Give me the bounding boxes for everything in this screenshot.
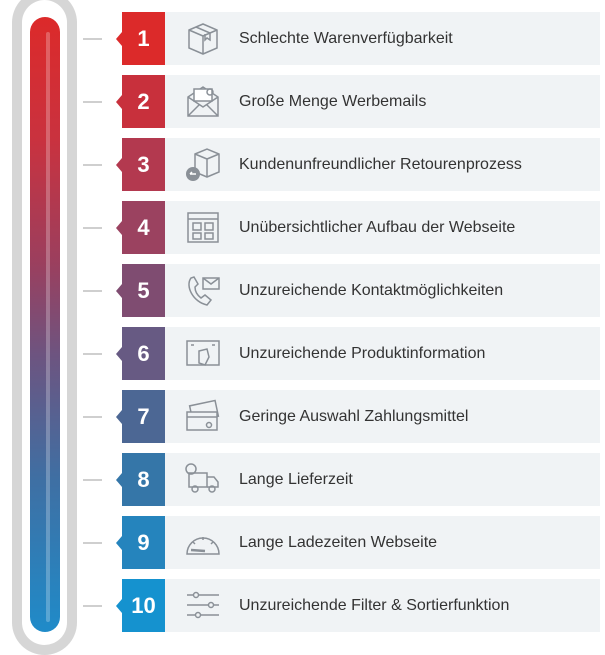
rank-badge: 10 [116, 579, 165, 632]
rank-badge: 7 [116, 390, 165, 443]
tick-mark [83, 479, 102, 481]
thermometer-gradient-bar [30, 17, 60, 632]
rank-badge: 3 [116, 138, 165, 191]
tick-mark [83, 416, 102, 418]
list-item: 2 Große Menge Werbemails [0, 75, 605, 128]
sliders-icon [187, 591, 219, 619]
list-item: 6 Unzureichende Produktinformation [0, 327, 605, 380]
tick-mark [83, 605, 102, 607]
tick-mark [83, 38, 102, 40]
payment-cards-icon [186, 399, 220, 431]
tick-mark [83, 227, 102, 229]
item-label: Unübersichtlicher Aufbau der Webseite [239, 219, 516, 236]
list-item: 7 Geringe Auswahl Zahlungsmittel [0, 390, 605, 443]
delivery-truck-icon [185, 463, 219, 493]
item-label: Lange Ladezeiten Webseite [239, 534, 438, 551]
tick-mark [83, 353, 102, 355]
rank-badge: 9 [116, 516, 165, 569]
list-item: 1 Schlechte Warenverfügbarkeit [0, 12, 605, 65]
item-label: Unzureichende Filter & Sortierfunktion [239, 597, 510, 614]
item-panel: Unzureichende Filter & Sortierfunktion [165, 579, 600, 632]
speedometer-icon [186, 537, 220, 555]
item-panel: Unübersichtlicher Aufbau der Webseite [165, 201, 600, 254]
item-label: Geringe Auswahl Zahlungsmittel [239, 408, 469, 425]
list-item: 10 Unzureichende Filter & Sortierfunktio… [0, 579, 605, 632]
envelope-icon [187, 86, 219, 117]
item-panel: Lange Ladezeiten Webseite [165, 516, 600, 569]
list-item: 3 Kundenunfreundlicher Retourenprozess [0, 138, 605, 191]
item-label: Unzureichende Produktinformation [239, 345, 486, 362]
product-touch-icon [186, 340, 220, 366]
tick-mark [83, 101, 102, 103]
list-item: 9 Lange Ladezeiten Webseite [0, 516, 605, 569]
return-box-icon [186, 148, 220, 181]
website-layout-icon [187, 212, 219, 243]
list-item: 8 Lange Lieferzeit [0, 453, 605, 506]
item-label: Unzureichende Kontaktmöglichkeiten [239, 282, 504, 299]
phone-mail-icon [188, 276, 220, 306]
rank-badge: 2 [116, 75, 165, 128]
item-panel: Schlechte Warenverfügbarkeit [165, 12, 600, 65]
tick-mark [83, 542, 102, 544]
item-label: Schlechte Warenverfügbarkeit [239, 30, 453, 47]
item-panel: Unzureichende Produktinformation [165, 327, 600, 380]
rank-badge: 1 [116, 12, 165, 65]
rank-badge: 8 [116, 453, 165, 506]
rank-badge: 4 [116, 201, 165, 254]
item-label: Lange Lieferzeit [239, 471, 353, 488]
list-item: 4 Unübersichtlicher Aufbau der Webseite [0, 201, 605, 254]
rank-badge: 5 [116, 264, 165, 317]
list-item: 5 Unzureichende Kontaktmöglichkeiten [0, 264, 605, 317]
item-panel: Große Menge Werbemails [165, 75, 600, 128]
item-panel: Unzureichende Kontaktmöglichkeiten [165, 264, 600, 317]
box-icon [188, 23, 218, 55]
tick-mark [83, 290, 102, 292]
rank-badge: 6 [116, 327, 165, 380]
item-label: Große Menge Werbemails [239, 93, 427, 110]
item-panel: Kundenunfreundlicher Retourenprozess [165, 138, 600, 191]
tick-mark [83, 164, 102, 166]
item-panel: Lange Lieferzeit [165, 453, 600, 506]
item-panel: Geringe Auswahl Zahlungsmittel [165, 390, 600, 443]
item-label: Kundenunfreundlicher Retourenprozess [239, 156, 522, 173]
